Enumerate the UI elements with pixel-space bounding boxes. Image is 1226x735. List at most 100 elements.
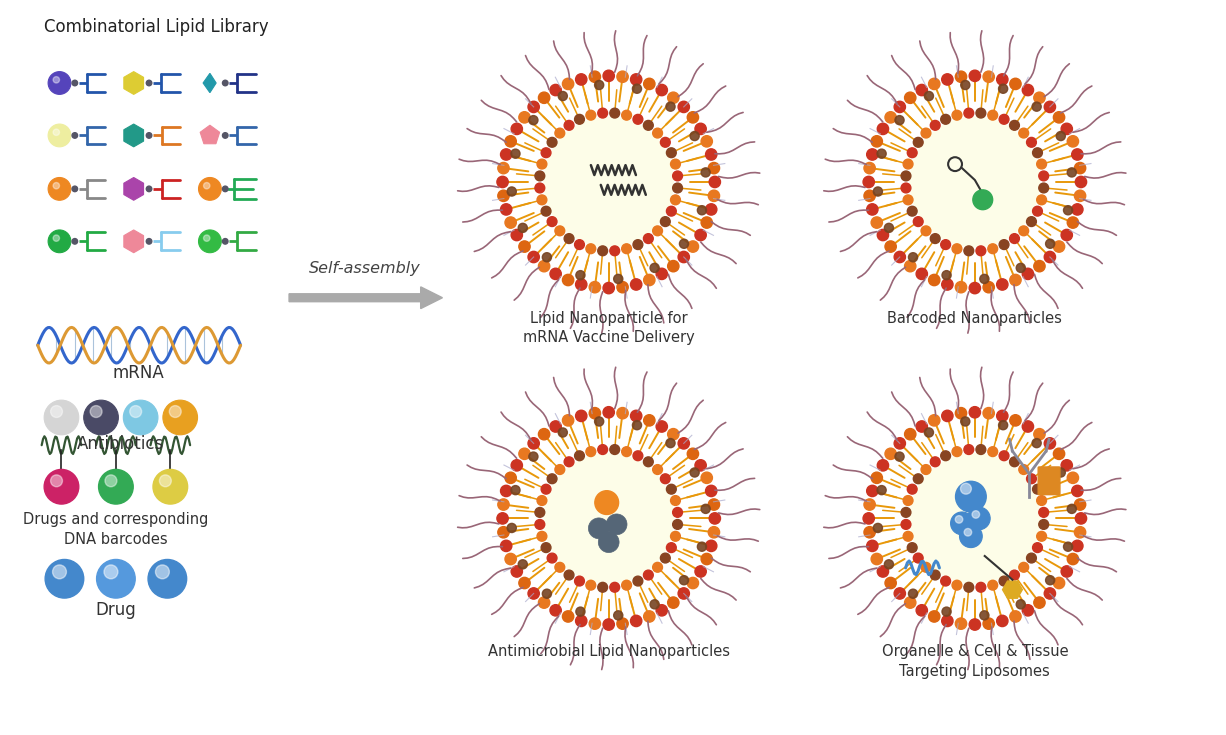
Circle shape	[508, 187, 516, 196]
Circle shape	[921, 562, 931, 572]
Circle shape	[606, 514, 626, 535]
Circle shape	[603, 406, 614, 418]
Circle shape	[159, 475, 172, 487]
Circle shape	[955, 618, 966, 629]
Circle shape	[44, 470, 78, 504]
Circle shape	[222, 186, 228, 192]
Circle shape	[997, 410, 1008, 422]
Circle shape	[1026, 217, 1036, 226]
Circle shape	[163, 400, 197, 435]
Circle shape	[905, 597, 916, 609]
Circle shape	[924, 91, 933, 101]
Circle shape	[885, 112, 896, 123]
Circle shape	[1063, 206, 1073, 215]
Circle shape	[988, 580, 998, 590]
Circle shape	[609, 108, 619, 118]
Circle shape	[1063, 542, 1073, 551]
Circle shape	[633, 576, 642, 586]
Circle shape	[671, 159, 680, 169]
Circle shape	[940, 240, 950, 249]
Circle shape	[595, 491, 619, 514]
Circle shape	[146, 133, 152, 138]
Circle shape	[999, 451, 1009, 461]
Circle shape	[644, 415, 655, 426]
Circle shape	[1022, 421, 1034, 432]
Circle shape	[1026, 474, 1036, 484]
Circle shape	[980, 611, 989, 620]
Circle shape	[695, 459, 706, 471]
Circle shape	[550, 605, 562, 616]
Circle shape	[894, 251, 906, 262]
Circle shape	[701, 553, 712, 564]
Circle shape	[913, 137, 923, 147]
Circle shape	[907, 148, 917, 157]
Polygon shape	[1003, 581, 1022, 598]
Circle shape	[916, 421, 927, 432]
Circle shape	[910, 453, 1040, 584]
Circle shape	[576, 270, 585, 280]
Circle shape	[864, 190, 875, 201]
Circle shape	[885, 578, 896, 589]
Circle shape	[614, 274, 623, 284]
Circle shape	[983, 407, 994, 419]
Circle shape	[701, 504, 710, 514]
Circle shape	[1072, 485, 1083, 497]
Circle shape	[661, 217, 671, 226]
Circle shape	[528, 251, 539, 262]
Circle shape	[983, 71, 994, 82]
Circle shape	[222, 239, 228, 244]
Circle shape	[169, 406, 181, 417]
Circle shape	[1019, 562, 1029, 572]
Polygon shape	[124, 124, 143, 147]
Circle shape	[667, 148, 677, 157]
Circle shape	[1032, 439, 1041, 448]
Circle shape	[617, 71, 628, 82]
Circle shape	[148, 559, 186, 598]
Circle shape	[901, 171, 911, 181]
Circle shape	[575, 240, 585, 249]
Circle shape	[701, 136, 712, 147]
Circle shape	[955, 71, 966, 82]
Circle shape	[633, 240, 642, 249]
Circle shape	[590, 618, 601, 629]
Circle shape	[53, 76, 60, 83]
Circle shape	[698, 206, 706, 215]
Circle shape	[905, 429, 916, 440]
Circle shape	[505, 553, 516, 564]
Circle shape	[1032, 102, 1041, 111]
Circle shape	[960, 525, 982, 548]
Circle shape	[872, 472, 883, 484]
Circle shape	[872, 217, 883, 229]
Circle shape	[1026, 553, 1036, 563]
Circle shape	[633, 115, 642, 124]
Circle shape	[153, 470, 188, 504]
Circle shape	[497, 513, 509, 524]
Circle shape	[955, 407, 966, 419]
Circle shape	[535, 520, 544, 529]
Circle shape	[961, 80, 970, 90]
Circle shape	[1045, 251, 1056, 262]
Circle shape	[679, 239, 689, 248]
Text: Antibiotics: Antibiotics	[77, 435, 164, 453]
Circle shape	[970, 619, 981, 630]
Circle shape	[630, 74, 642, 85]
Circle shape	[878, 459, 889, 471]
Circle shape	[598, 246, 608, 256]
Circle shape	[864, 499, 875, 510]
Circle shape	[555, 226, 565, 236]
Circle shape	[537, 195, 547, 205]
Circle shape	[904, 195, 913, 205]
Text: Combinatorial Lipid Library: Combinatorial Lipid Library	[44, 18, 268, 35]
Circle shape	[999, 115, 1009, 124]
Circle shape	[644, 570, 653, 580]
Circle shape	[590, 407, 601, 419]
Circle shape	[688, 112, 699, 123]
Circle shape	[603, 619, 614, 630]
Circle shape	[1053, 578, 1064, 589]
Circle shape	[673, 520, 683, 529]
Circle shape	[908, 589, 917, 598]
Circle shape	[656, 605, 667, 616]
Circle shape	[53, 129, 60, 135]
Circle shape	[695, 123, 706, 135]
Circle shape	[1016, 600, 1025, 609]
